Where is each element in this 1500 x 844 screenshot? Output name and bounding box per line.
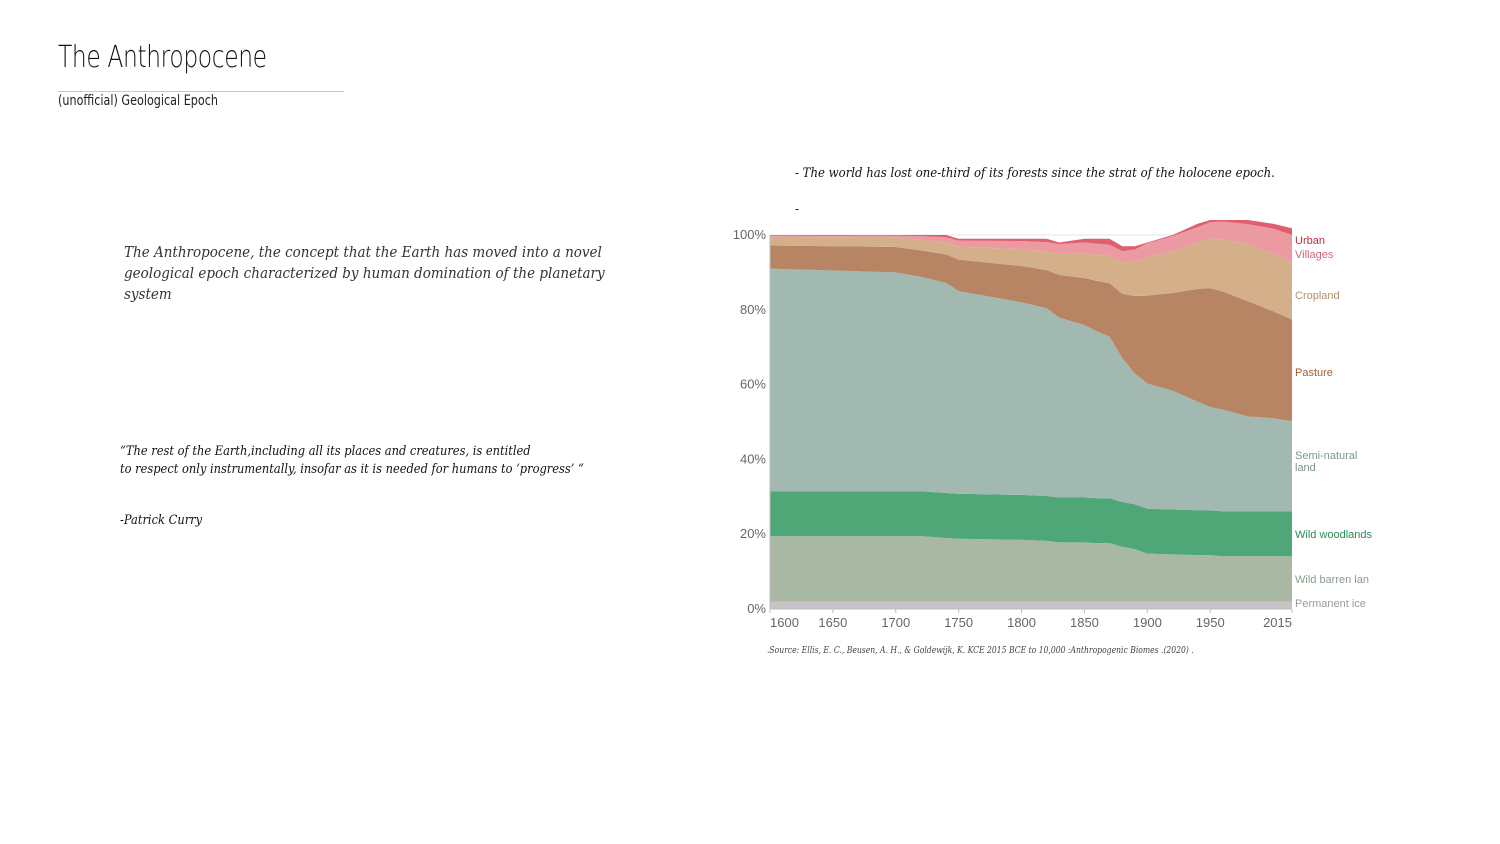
series-label-urban: Urban — [1295, 235, 1325, 247]
series-label-pasture: Pasture — [1295, 367, 1333, 379]
x-tick-label: 1650 — [818, 615, 847, 630]
anthropocene-definition: The Anthropocene, the concept that the E… — [124, 243, 605, 303]
series-label-villages: Villages — [1295, 249, 1334, 261]
x-tick-label: 1700 — [881, 615, 910, 630]
y-tick-label: 40% — [740, 451, 766, 466]
quote-line-2: to respect only instrumentally, insofar … — [120, 462, 584, 477]
y-tick-label: 100% — [733, 227, 767, 242]
area-urban — [770, 220, 1292, 252]
page-subtitle: (unofficial) Geological Epoch — [58, 93, 219, 109]
series-label-permanent-ice: Permanent ice — [1295, 598, 1366, 610]
area-permanent-ice — [770, 601, 1292, 609]
y-tick-label: 60% — [740, 377, 766, 392]
series-label-wild-woodlands: Wild woodlands — [1295, 529, 1373, 541]
statement-dash: - — [795, 202, 800, 216]
area-villages — [770, 221, 1292, 263]
land-use-area-chart: 0% 20% 40% 60% 80% 100% 1600 1650 1700 1750 1800 18… — [733, 220, 1373, 630]
quote-author: -Patrick Curry — [120, 513, 203, 528]
x-tick-label: 1600 — [770, 615, 799, 630]
land-use-chart: 0% 20% 40% 60% 80% 100% 1600 1650 1700 1750 1800 18… — [720, 220, 1380, 640]
area-pasture — [770, 245, 1292, 422]
y-tick-label: 0% — [747, 601, 766, 616]
title-divider — [58, 91, 344, 92]
area-wild-barren-land — [770, 536, 1292, 602]
x-tick-label: 1950 — [1196, 615, 1225, 630]
forest-loss-statement: - The world has lost one-third of its fo… — [795, 166, 1275, 181]
y-tick-label: 80% — [740, 302, 766, 317]
area-semi-natural-land — [770, 268, 1292, 512]
quote-line-1: “The rest of the Earth,including all its… — [120, 444, 531, 459]
series-label-cropland: Cropland — [1295, 290, 1340, 302]
series-label-semi-natural-land: Semi-natural land — [1295, 450, 1357, 474]
x-tick-label: 1850 — [1070, 615, 1099, 630]
x-tick-label: 1750 — [944, 615, 973, 630]
x-tick-label: 1900 — [1133, 615, 1162, 630]
quote-block: “The rest of the Earth,including all its… — [120, 443, 584, 479]
page-title: The Anthropocene — [58, 40, 267, 75]
area-wild-woodlands — [770, 491, 1292, 557]
source-citation: .Source: Ellis, E. C., Beusen, A. H., & … — [767, 646, 1194, 656]
x-tick-label: 2015 — [1263, 615, 1292, 630]
y-tick-label: 20% — [740, 526, 766, 541]
area-cropland — [770, 236, 1292, 320]
x-tick-label: 1800 — [1007, 615, 1036, 630]
series-label-wild-barren-land: Wild barren lan — [1295, 574, 1369, 586]
